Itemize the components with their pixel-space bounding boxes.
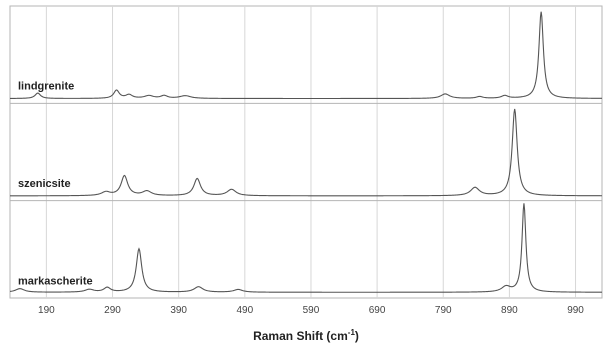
- series-line-markascherite: [9, 203, 602, 293]
- x-tick-label: 990: [567, 305, 584, 316]
- spectra-series: [9, 11, 602, 293]
- x-tick-label: 790: [435, 305, 452, 316]
- series-labels: lindgrenite szenicsite markascherite: [18, 81, 93, 288]
- x-tick-label: 590: [303, 305, 320, 316]
- plot-frame: [9, 5, 603, 299]
- series-label-markascherite: markascherite: [18, 275, 93, 287]
- x-tick-label: 490: [236, 305, 253, 316]
- vertical-gridlines: [45, 6, 577, 298]
- x-axis-title: Raman Shift (cm-1): [253, 328, 359, 343]
- series-label-lindgrenite: lindgrenite: [18, 81, 74, 93]
- series-line-lindgrenite: [9, 11, 602, 100]
- x-tick-label: 290: [104, 305, 121, 316]
- panel-dividers: [10, 102, 602, 202]
- series-line-szenicsite: [10, 108, 602, 197]
- x-tick-label: 890: [501, 305, 518, 316]
- x-tick-label: 190: [38, 305, 55, 316]
- x-tick-label: 690: [369, 305, 386, 316]
- series-label-szenicsite: szenicsite: [18, 178, 71, 190]
- x-tick-labels: 190 290 390 490 590 690 790 890 990: [38, 305, 584, 316]
- x-tick-label: 390: [170, 305, 187, 316]
